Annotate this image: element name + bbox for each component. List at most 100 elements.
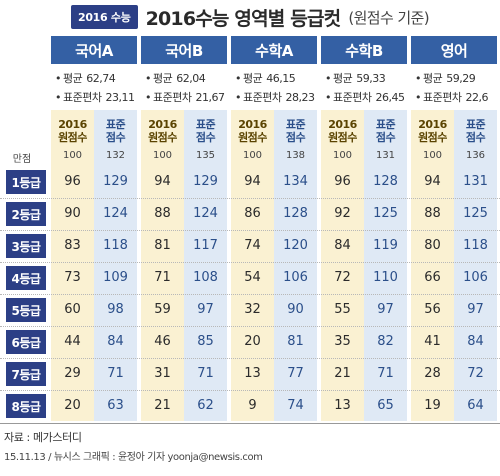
raw-score-cell: 92 (334, 206, 351, 221)
standard-score-cell: 128 (283, 206, 308, 221)
perfect-raw-score: 100 (152, 150, 173, 161)
subject-header: 국어B (141, 36, 227, 64)
raw-score-cell: 80 (424, 238, 441, 253)
mean-stat: • 평균 62,04 (145, 72, 206, 85)
mean-label: 평균 (243, 72, 263, 85)
title-row: 2016 수능 2016수능 영역별 등급컷 (원점수 기준) (0, 2, 500, 32)
mean-value: 59,33 (356, 72, 386, 85)
raw-header-line: 원점수 (58, 131, 87, 144)
sd-stat: • 표준편차 26,45 (325, 91, 405, 104)
raw-score-header: 2016 원점수 (141, 114, 184, 148)
standard-score-header: 표준 점수 (274, 114, 317, 148)
raw-score-cell: 19 (424, 398, 441, 413)
perfect-raw-score: 100 (242, 150, 263, 161)
raw-score-cell: 9 (248, 398, 257, 413)
raw-score-column (321, 110, 364, 421)
row-divider (0, 294, 500, 295)
standard-score-cell: 63 (107, 398, 124, 413)
raw-header-line: 2016 (148, 118, 177, 131)
raw-score-cell: 94 (244, 174, 261, 189)
raw-score-cell: 66 (424, 270, 441, 285)
standard-score-column (94, 110, 137, 421)
standard-score-cell: 131 (463, 174, 488, 189)
standard-score-cell: 129 (193, 174, 218, 189)
std-header-line: 표준 (375, 118, 396, 131)
raw-score-cell: 13 (244, 366, 261, 381)
raw-score-cell: 21 (334, 366, 351, 381)
std-header-line: 점수 (285, 131, 306, 144)
perfect-standard-score: 135 (195, 150, 216, 161)
raw-score-cell: 59 (154, 302, 171, 317)
standard-score-header: 표준 점수 (94, 114, 137, 148)
sd-label: 표준편차 (153, 91, 192, 104)
raw-header-line: 원점수 (238, 131, 267, 144)
subject-header: 수학B (321, 36, 407, 64)
standard-score-cell: 72 (467, 366, 484, 381)
raw-score-cell: 90 (64, 206, 81, 221)
standard-score-cell: 71 (377, 366, 394, 381)
raw-score-header: 2016 원점수 (231, 114, 274, 148)
standard-score-cell: 97 (197, 302, 214, 317)
sd-value: 21,67 (195, 91, 225, 104)
std-header-line: 표준 (285, 118, 306, 131)
grade-label: 8등급 (6, 394, 46, 418)
sd-stat: • 표준편차 22,6 (415, 91, 488, 104)
raw-header-line: 2016 (238, 118, 267, 131)
raw-score-cell: 31 (154, 366, 171, 381)
raw-score-cell: 32 (244, 302, 261, 317)
raw-score-cell: 88 (154, 206, 171, 221)
perfect-standard-score: 131 (375, 150, 396, 161)
raw-score-cell: 96 (334, 174, 351, 189)
raw-score-cell: 88 (424, 206, 441, 221)
raw-score-header: 2016 원점수 (51, 114, 94, 148)
standard-score-cell: 65 (377, 398, 394, 413)
source-note: 자료 : 메가스터디 (4, 431, 82, 444)
std-header-line: 점수 (195, 131, 216, 144)
standard-score-cell: 108 (193, 270, 218, 285)
std-header-line: 표준 (465, 118, 486, 131)
mean-value: 62,74 (86, 72, 116, 85)
std-header-line: 점수 (105, 131, 126, 144)
standard-score-cell: 128 (373, 174, 398, 189)
raw-header-line: 원점수 (328, 131, 357, 144)
subject-header: 국어A (51, 36, 137, 64)
perfect-standard-score: 136 (465, 150, 486, 161)
row-divider (0, 326, 500, 327)
raw-score-cell: 81 (154, 238, 171, 253)
raw-score-cell: 44 (64, 334, 81, 349)
standard-score-cell: 71 (197, 366, 214, 381)
raw-score-cell: 86 (244, 206, 261, 221)
footer-divider (0, 423, 500, 424)
standard-score-cell: 117 (193, 238, 218, 253)
raw-score-cell: 41 (424, 334, 441, 349)
row-divider (0, 358, 500, 359)
standard-score-cell: 74 (287, 398, 304, 413)
mean-stat: • 평균 46,15 (235, 72, 296, 85)
perfect-standard-score: 138 (285, 150, 306, 161)
standard-score-cell: 120 (283, 238, 308, 253)
sd-label: 표준편차 (63, 91, 102, 104)
raw-header-line: 원점수 (148, 131, 177, 144)
raw-score-cell: 83 (64, 238, 81, 253)
credit-note: 15.11.13 / 뉴시스 그래픽 : 윤정아 기자 yoonja@newsi… (4, 452, 263, 463)
raw-score-cell: 74 (244, 238, 261, 253)
standard-score-cell: 84 (107, 334, 124, 349)
mean-value: 59,29 (446, 72, 476, 85)
standard-score-cell: 106 (463, 270, 488, 285)
mean-stat: • 평균 62,74 (55, 72, 116, 85)
standard-score-cell: 134 (283, 174, 308, 189)
standard-score-cell: 84 (467, 334, 484, 349)
sd-stat: • 표준편차 23,11 (55, 91, 135, 104)
standard-score-cell: 129 (103, 174, 128, 189)
raw-score-cell: 94 (424, 174, 441, 189)
raw-score-cell: 94 (154, 174, 171, 189)
standard-score-cell: 125 (463, 206, 488, 221)
sd-stat: • 표준편차 21,67 (145, 91, 225, 104)
mean-value: 46,15 (266, 72, 296, 85)
standard-score-cell: 110 (373, 270, 398, 285)
mean-value: 62,04 (176, 72, 206, 85)
sd-value: 23,11 (105, 91, 135, 104)
raw-score-column (411, 110, 454, 421)
raw-score-header: 2016 원점수 (321, 114, 364, 148)
standard-score-cell: 125 (373, 206, 398, 221)
